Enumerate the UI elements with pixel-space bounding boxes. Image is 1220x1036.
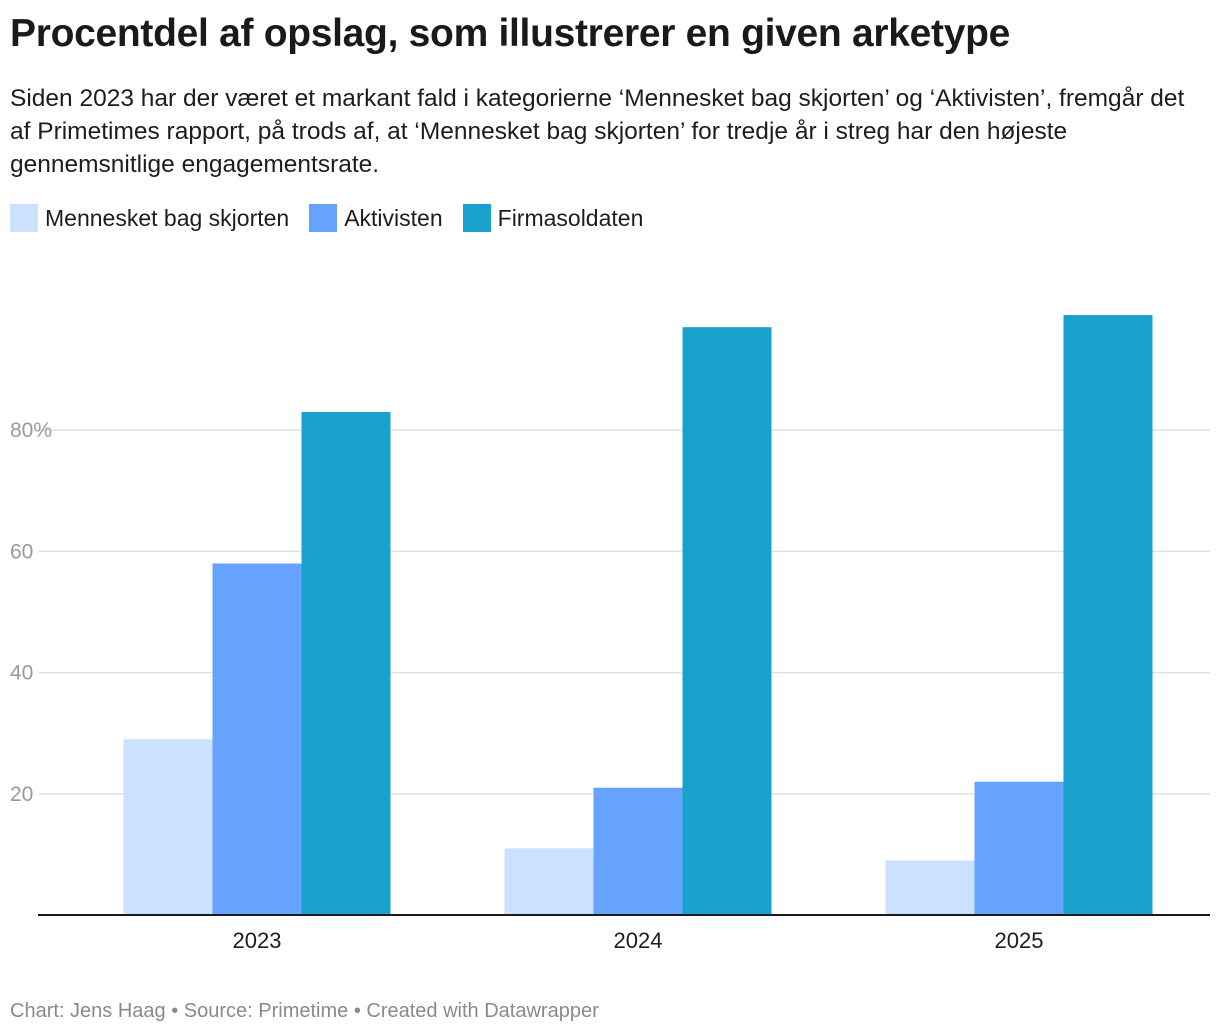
y-tick-label: 20: [10, 783, 33, 806]
legend: Mennesket bag skjorten Aktivisten Firmas…: [10, 204, 663, 232]
bar: Aktivisten 2024: 21: [593, 787, 683, 915]
x-tick-label: 2024: [614, 928, 663, 953]
legend-item-aktivisten: Aktivisten: [309, 204, 443, 232]
legend-item-mennesket: Mennesket bag skjorten: [10, 204, 289, 232]
footer-source: Source: Primetime: [183, 1000, 349, 1022]
bar: Mennesket bag skjorten 2025: 9: [885, 860, 975, 915]
footer-created: Created with Datawrapper: [366, 1000, 599, 1022]
legend-item-firmasoldaten: Firmasoldaten: [462, 204, 644, 232]
bar: Firmasoldaten 2024: 97: [682, 327, 772, 915]
footer-separator: •: [348, 1000, 367, 1022]
legend-label: Mennesket bag skjorten: [45, 204, 290, 231]
bar: Mennesket bag skjorten 2024: 11: [504, 848, 594, 915]
bar: Mennesket bag skjorten 2023: 29: [123, 739, 213, 915]
legend-swatch: [309, 204, 338, 232]
x-tick-label: 2025: [995, 928, 1044, 953]
y-tick-label: 60: [10, 540, 33, 563]
bar: Firmasoldaten 2025: 99: [1063, 315, 1153, 915]
x-tick-labels: 2023 2024 2025: [233, 928, 1044, 953]
bar: Aktivisten 2025: 22: [974, 781, 1064, 915]
y-tick-label: 80%: [10, 419, 52, 442]
legend-label: Aktivisten: [344, 204, 443, 231]
legend-label: Firmasoldaten: [497, 204, 644, 231]
bar: Aktivisten 2023: 58: [212, 563, 302, 915]
chart-title: Procentdel af opslag, som illustrerer en…: [10, 12, 1011, 55]
bars: Mennesket bag skjorten 2023: 29Aktiviste…: [123, 315, 1153, 915]
y-tick-label: 40: [10, 662, 33, 685]
footer: Chart: Jens Haag • Source: Primetime • C…: [10, 1000, 599, 1023]
legend-swatch: [462, 204, 491, 232]
footer-separator: •: [165, 1000, 184, 1022]
chart-subtitle: Siden 2023 har der været et markant fald…: [10, 85, 1185, 178]
x-tick-label: 2023: [233, 928, 282, 953]
legend-swatch: [10, 204, 38, 232]
footer-chart-by: Chart: Jens Haag: [10, 1000, 166, 1022]
bar: Firmasoldaten 2023: 83: [301, 412, 391, 915]
